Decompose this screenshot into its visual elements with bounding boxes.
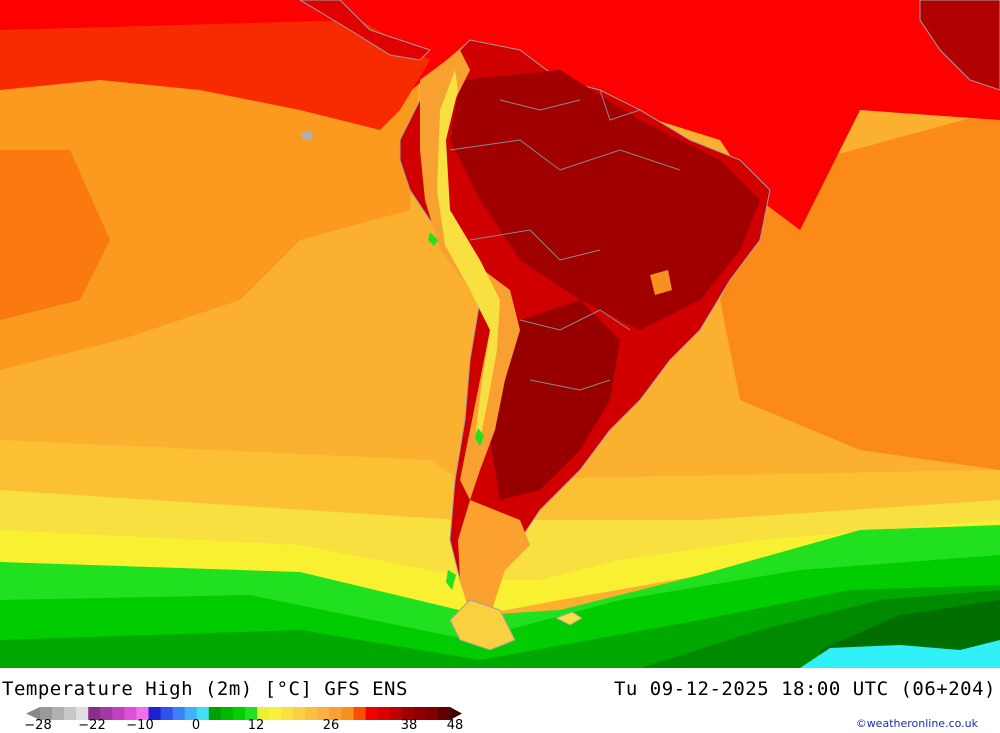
africa-corner xyxy=(919,0,1000,91)
legend-tick-1: −28 xyxy=(24,718,52,733)
legend-swatch xyxy=(425,707,439,720)
legend-swatch xyxy=(88,707,101,720)
ocean-orange-west-core xyxy=(0,150,110,320)
andes-ridge-core xyxy=(437,70,500,440)
legend-swatch xyxy=(437,707,451,720)
legend-swatch xyxy=(208,707,222,720)
legend-swatch xyxy=(413,707,427,720)
legend-swatch xyxy=(64,707,77,720)
legend-swatch xyxy=(281,707,294,720)
legend-tick-6: 26 xyxy=(322,718,340,733)
patagonia-tip xyxy=(449,599,516,651)
legend-tick-5: 12 xyxy=(247,718,265,733)
legend-swatch xyxy=(389,707,403,720)
temperature-map xyxy=(0,0,1000,668)
legend-swatch xyxy=(317,707,330,720)
andes-green-spot-1 xyxy=(428,232,438,246)
patagonia-orange xyxy=(458,500,530,625)
legend-tick-8: 48 xyxy=(446,718,464,733)
legend-arrow-low xyxy=(26,707,40,720)
galapagos-islands xyxy=(300,130,314,140)
legend-swatch xyxy=(40,707,53,720)
legend-swatch xyxy=(365,707,379,720)
legend-swatch xyxy=(341,707,354,720)
legend-swatch xyxy=(269,707,282,720)
legend-swatch xyxy=(220,707,234,720)
legend-swatch xyxy=(377,707,391,720)
legend-swatch xyxy=(100,707,113,720)
amazon-dark-region xyxy=(450,70,760,330)
legend-swatch xyxy=(293,707,306,720)
legend-tick-4: 0 xyxy=(191,718,201,733)
legend-swatch xyxy=(245,707,258,720)
legend-swatch xyxy=(172,707,186,720)
legend-swatch xyxy=(112,707,125,720)
legend-swatch xyxy=(232,707,246,720)
legend-swatch xyxy=(353,707,366,720)
legend-swatch xyxy=(124,707,137,720)
legend-arrow-high xyxy=(450,707,462,720)
ocean-cyan-patch xyxy=(800,640,1000,668)
legend-swatch xyxy=(257,707,270,720)
ocean-yellow-light xyxy=(0,520,1000,615)
footer-bar xyxy=(0,668,1000,733)
legend-swatch xyxy=(305,707,318,720)
legend-swatches xyxy=(26,707,462,720)
andes-green-spot-3 xyxy=(446,570,456,590)
legend-swatch xyxy=(52,707,65,720)
legend-tick-2: −22 xyxy=(78,718,106,733)
color-legend xyxy=(26,707,462,720)
legend-swatch xyxy=(329,707,342,720)
legend-swatch xyxy=(76,707,89,720)
legend-swatch xyxy=(184,707,198,720)
legend-swatch xyxy=(196,707,210,720)
legend-tick-3: −10 xyxy=(126,718,154,733)
falkland-islands xyxy=(554,611,583,626)
chaco-dark-region xyxy=(490,300,620,500)
legend-tick-7: 38 xyxy=(400,718,418,733)
central-america xyxy=(299,0,431,61)
country-borders xyxy=(449,89,681,391)
legend-swatch xyxy=(136,707,149,720)
credit-link[interactable]: ©weatheronline.co.uk xyxy=(855,717,978,730)
ocean-orange-west xyxy=(0,60,420,370)
legend-swatch xyxy=(148,707,161,720)
ocean-red-northwest xyxy=(0,20,430,130)
map-title: Temperature High (2m) [°C] GFS ENS xyxy=(2,678,408,700)
andes-green-spot-2 xyxy=(475,428,484,446)
validity-time: Tu 09-12-2025 18:00 UTC (06+204) xyxy=(613,678,996,700)
legend-swatch xyxy=(401,707,415,720)
legend-swatch xyxy=(160,707,174,720)
south-brazil-orange-spot xyxy=(650,270,672,295)
